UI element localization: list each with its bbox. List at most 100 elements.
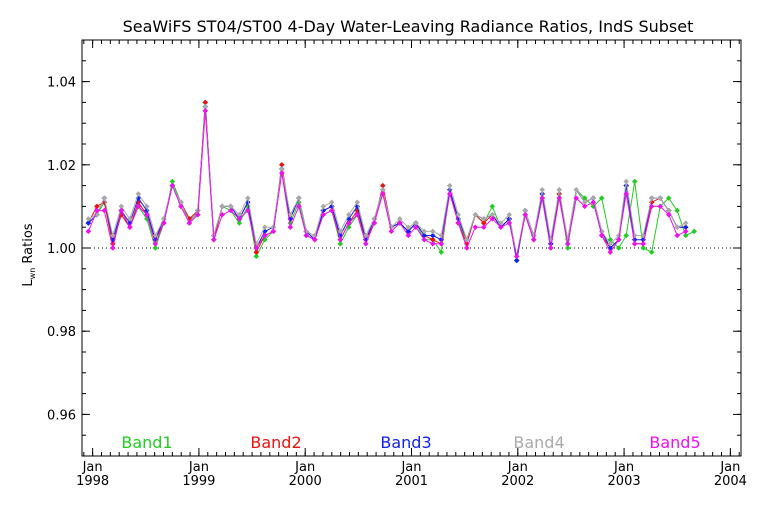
data-point-band1 (691, 228, 698, 235)
x-tick-label-year: 2001 (395, 474, 428, 489)
data-point-band5 (186, 220, 193, 226)
data-point-band4 (607, 240, 614, 247)
data-point-band5 (530, 236, 537, 243)
data-point-band5 (126, 224, 133, 231)
data-point-band5 (648, 203, 655, 210)
data-point-band5 (195, 211, 201, 218)
x-tick-label-month: Jan (294, 460, 315, 475)
data-point-band5 (631, 240, 638, 247)
data-point-band4 (657, 195, 664, 201)
x-tick-label-year: 2002 (501, 474, 534, 489)
data-point-band4 (219, 203, 226, 210)
x-tick-label-month: Jan (400, 460, 421, 475)
data-point-band5 (210, 236, 217, 243)
series-line-band3 (88, 106, 686, 261)
data-point-band4 (446, 182, 453, 189)
data-point-band5 (497, 224, 504, 231)
data-point-band4 (244, 195, 251, 201)
data-point-band1 (682, 232, 689, 239)
data-point-band4 (354, 199, 361, 206)
x-tick-label-year: 1998 (76, 474, 109, 489)
data-point-band5 (598, 232, 605, 239)
data-point-band1 (623, 232, 630, 239)
data-point-band4 (421, 228, 428, 235)
data-point-band5 (429, 240, 436, 247)
data-point-band4 (573, 186, 580, 193)
data-point-band5 (564, 240, 571, 247)
data-point-band5 (640, 240, 647, 247)
chart-title: SeaWiFS ST04/ST00 4-Day Water-Leaving Ra… (123, 17, 694, 36)
y-axis-label-sub: wn (28, 268, 37, 280)
data-point-band5 (160, 220, 167, 226)
data-point-band5 (438, 240, 445, 247)
data-point-band5 (328, 207, 335, 214)
data-point-band2 (253, 249, 260, 256)
data-point-band5 (152, 240, 159, 247)
data-point-band4 (455, 211, 462, 218)
x-tick-label-year: 1999 (182, 474, 215, 489)
y-tick-label: 1.02 (47, 159, 76, 174)
data-point-band4 (126, 216, 133, 222)
data-point-band5 (287, 224, 294, 231)
data-point-band5 (202, 107, 209, 114)
data-point-band4 (429, 228, 436, 235)
legend-item-band4: Band4 (513, 433, 564, 452)
data-point-band5 (489, 216, 496, 222)
data-point-band5 (135, 203, 142, 210)
data-point-band5 (118, 207, 125, 214)
data-point-band5 (244, 207, 251, 214)
y-axis-label-base: L (21, 279, 36, 287)
data-point-band5 (270, 228, 277, 235)
data-point-band5 (421, 236, 428, 243)
data-point-band1 (640, 245, 647, 251)
data-point-band4 (362, 232, 369, 239)
data-point-band3 (354, 203, 361, 210)
data-point-band5 (522, 211, 529, 218)
data-point-band3 (429, 232, 436, 239)
y-tick-label: 1.00 (47, 242, 76, 257)
data-point-band5 (371, 220, 378, 226)
data-point-band1 (564, 245, 571, 251)
data-point-band5 (236, 216, 243, 222)
data-point-band5 (607, 249, 614, 256)
data-point-band4 (506, 211, 513, 218)
data-point-band1 (337, 240, 344, 247)
data-point-band4 (674, 224, 681, 231)
data-point-band4 (345, 211, 352, 218)
data-point-band1 (438, 249, 445, 256)
data-point-band5 (463, 245, 470, 251)
data-point-band4 (682, 220, 689, 226)
data-point-band5 (320, 211, 327, 218)
data-point-band5 (227, 207, 234, 214)
data-point-band5 (311, 236, 318, 243)
data-point-band1 (631, 178, 638, 185)
data-point-band5 (362, 240, 369, 247)
data-point-band5 (278, 170, 285, 176)
data-point-band5 (388, 228, 395, 235)
series-line-band2 (87, 102, 686, 257)
data-point-band5 (337, 236, 344, 243)
data-point-band5 (615, 236, 622, 243)
data-point-band4 (85, 216, 92, 222)
data-point-band1 (648, 249, 655, 256)
data-point-band5 (295, 203, 302, 210)
data-point-band5 (379, 191, 386, 197)
data-point-band1 (598, 195, 605, 201)
data-point-band5 (94, 207, 100, 214)
data-point-band4 (101, 195, 108, 201)
data-point-band1 (253, 253, 260, 260)
legend-item-band2: Band2 (250, 433, 301, 452)
legend-item-band3: Band3 (380, 433, 431, 452)
data-point-band5 (573, 195, 580, 201)
data-point-band4 (472, 211, 479, 218)
y-tick-label: 0.96 (47, 408, 76, 423)
data-point-band1 (615, 245, 622, 251)
data-point-band4 (143, 203, 150, 210)
data-point-band5 (472, 224, 479, 231)
data-point-band1 (236, 220, 243, 226)
data-point-band4 (480, 216, 487, 222)
data-point-band5 (143, 211, 150, 218)
data-point-band4 (295, 195, 302, 201)
x-tick-label-month: Jan (188, 460, 209, 475)
